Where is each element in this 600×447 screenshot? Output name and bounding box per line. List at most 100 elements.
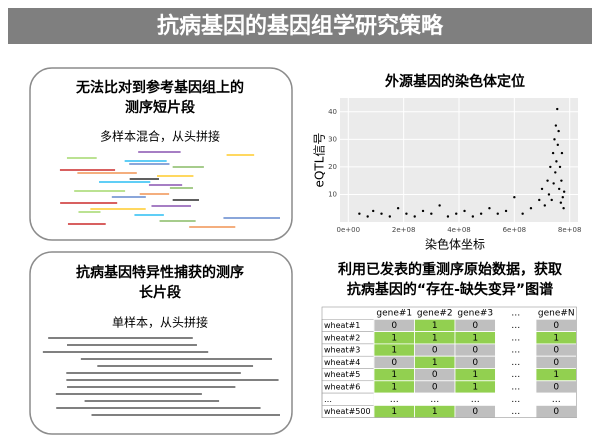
point — [560, 179, 563, 182]
point — [546, 179, 549, 182]
point — [430, 212, 433, 215]
point — [521, 212, 524, 215]
cell-value: … — [511, 395, 520, 405]
cell-value: 1 — [432, 407, 438, 417]
y-tick-label: 30 — [328, 135, 337, 143]
cell-value: 0 — [391, 321, 397, 331]
x-tick-label: 8e+08 — [558, 226, 582, 234]
cell-value: 0 — [472, 321, 478, 331]
x-tick-label: 0e+00 — [337, 226, 361, 234]
y-tick-label: 10 — [328, 190, 337, 198]
cell-value: … — [511, 358, 520, 368]
point — [559, 201, 563, 204]
cell-value: … — [511, 370, 520, 380]
slide-title: 抗病基因的基因组学研究策略 — [157, 13, 444, 39]
point — [562, 190, 566, 193]
point — [543, 204, 546, 207]
cell-value: … — [511, 407, 520, 417]
cell-value: 1 — [553, 370, 559, 380]
cell-value: … — [471, 395, 480, 405]
row-label: wheat#2 — [324, 333, 360, 342]
row-label: wheat#3 — [324, 346, 360, 355]
cell-value: 1 — [391, 370, 397, 380]
point — [471, 215, 475, 218]
row-label: wheat#5 — [324, 370, 360, 379]
x-tick-label: 2e+08 — [392, 226, 416, 234]
cell-value: 0 — [432, 370, 438, 380]
cell-value: 0 — [553, 358, 559, 368]
point — [540, 187, 544, 191]
cell-value: … — [430, 395, 439, 405]
cell-value: … — [552, 395, 561, 405]
panel-box — [29, 67, 293, 241]
point — [562, 207, 565, 210]
point — [405, 212, 408, 215]
point — [560, 151, 564, 155]
cell-value: 0 — [553, 321, 559, 331]
panel-title: 抗病基因特异性捕获的测序 — [76, 264, 244, 281]
point — [366, 215, 369, 218]
table-header: gene#2 — [417, 309, 453, 319]
cell-value: 0 — [472, 358, 478, 368]
cell-value: 1 — [391, 333, 397, 343]
cell-value: … — [511, 321, 520, 331]
point — [553, 138, 556, 141]
cell-value: 1 — [553, 333, 559, 343]
cell-value: 0 — [472, 346, 478, 356]
point — [554, 124, 558, 127]
point — [396, 207, 400, 210]
point — [557, 187, 561, 191]
point — [513, 196, 516, 199]
point — [380, 212, 383, 215]
point — [358, 212, 361, 215]
cell-value: 0 — [553, 382, 559, 392]
cell-value: 1 — [432, 333, 438, 343]
cell-value: 1 — [432, 321, 438, 331]
chart-title: 外源基因的染色体定位 — [385, 73, 525, 90]
cell-value: 0 — [553, 407, 559, 417]
read-segments — [42, 151, 280, 416]
point — [556, 107, 559, 111]
point — [504, 209, 508, 213]
table-header: gene#N — [538, 309, 575, 319]
cell-value: 1 — [432, 358, 438, 368]
cell-value: … — [511, 382, 520, 392]
point — [547, 193, 551, 196]
caption: 利用已发表的重测序原始数据，获取 — [338, 261, 563, 278]
x-tick-label: 6e+08 — [503, 226, 527, 234]
cell-value: 1 — [391, 382, 397, 392]
cell-value: 0 — [391, 358, 397, 368]
cell-value: 0 — [472, 407, 478, 417]
y-tick-label: 40 — [328, 108, 337, 116]
row-label: wheat#6 — [324, 382, 360, 391]
cell-value: … — [390, 395, 399, 405]
row-label: … — [324, 395, 332, 404]
panel-subtitle: 多样本混合，从头拼接 — [100, 129, 220, 144]
point — [388, 215, 392, 218]
point — [538, 198, 541, 202]
point — [496, 212, 499, 215]
point — [438, 204, 441, 207]
cell-value: … — [511, 333, 520, 343]
table-border — [321, 306, 577, 418]
point — [554, 171, 557, 174]
point — [552, 182, 555, 185]
table-header: gene#1 — [376, 309, 412, 319]
point — [557, 129, 560, 133]
point — [551, 151, 555, 155]
cell-value: 0 — [553, 346, 559, 356]
cell-value: 1 — [472, 370, 478, 380]
panel-title: 测序短片段 — [125, 99, 195, 116]
point — [455, 212, 458, 215]
cell-value: 0 — [432, 382, 438, 392]
panel-box — [29, 251, 293, 435]
point — [529, 207, 533, 210]
point — [549, 165, 552, 169]
point — [413, 215, 416, 218]
x-tick-label: 4e+08 — [447, 226, 471, 234]
panel-subtitle: 单样本，从头拼接 — [112, 315, 208, 330]
panel-title: 无法比对到参考基因组上的 — [75, 79, 244, 96]
point — [372, 209, 375, 213]
cell-value: 1 — [391, 346, 397, 356]
